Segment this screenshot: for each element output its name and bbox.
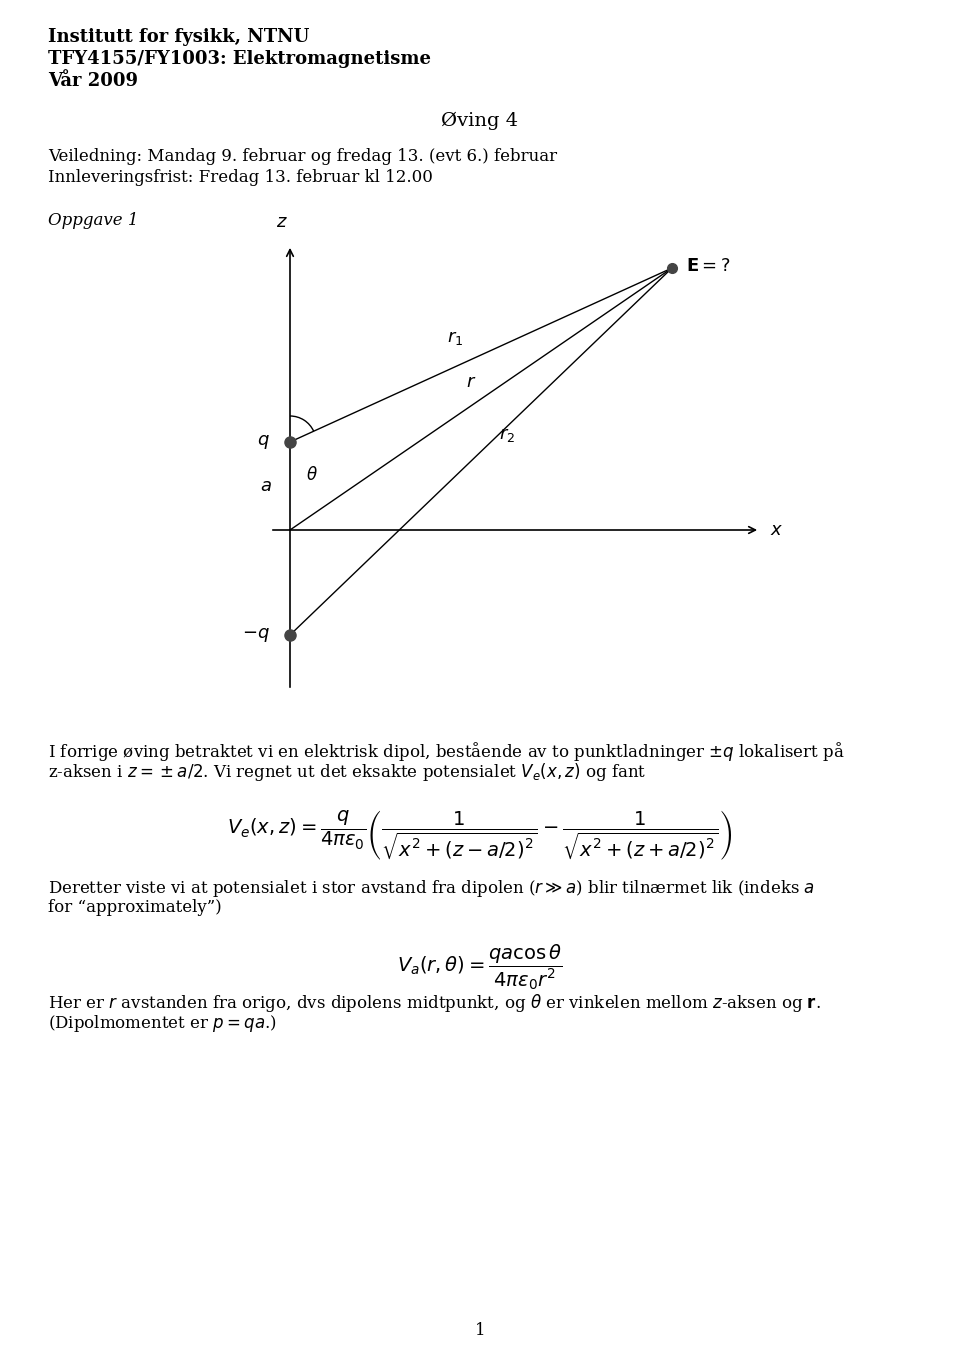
Text: $x$: $x$ [770,521,783,540]
Text: $a$: $a$ [260,478,272,495]
Text: z-aksen i $z = \pm a/2$. Vi regnet ut det eksakte potensialet $V_e(x, z)$ og fan: z-aksen i $z = \pm a/2$. Vi regnet ut de… [48,761,646,782]
Text: $-q$: $-q$ [242,626,270,643]
Text: TFY4155/FY1003: Elektromagnetisme: TFY4155/FY1003: Elektromagnetisme [48,50,431,67]
Text: $\theta$: $\theta$ [306,465,318,484]
Text: $\mathbf{E} = ?$: $\mathbf{E} = ?$ [686,258,731,275]
Text: Veiledning: Mandag 9. februar og fredag 13. (evt 6.) februar: Veiledning: Mandag 9. februar og fredag … [48,148,557,165]
Text: Institutt for fysikk, NTNU: Institutt for fysikk, NTNU [48,28,309,46]
Text: Her er $r$ avstanden fra origo, dvs dipolens midtpunkt, og $\theta$ er vinkelen : Her er $r$ avstanden fra origo, dvs dipo… [48,992,821,1014]
Text: $q$: $q$ [257,433,270,451]
Text: (Dipolmomentet er $p = qa$.): (Dipolmomentet er $p = qa$.) [48,1013,276,1033]
Text: $r$: $r$ [466,374,476,391]
Text: Øving 4: Øving 4 [442,112,518,131]
Text: Innleveringsfrist: Fredag 13. februar kl 12.00: Innleveringsfrist: Fredag 13. februar kl… [48,169,433,186]
Text: Vår 2009: Vår 2009 [48,71,138,90]
Text: 1: 1 [474,1322,486,1340]
Text: for “approximately”): for “approximately”) [48,898,222,916]
Text: Oppgave 1: Oppgave 1 [48,212,138,229]
Text: $V_a(r,\theta) = \dfrac{qa\cos\theta}{4\pi\varepsilon_0 r^2}$: $V_a(r,\theta) = \dfrac{qa\cos\theta}{4\… [397,942,563,992]
Text: I forrige øving betraktet vi en elektrisk dipol, bestående av to punktladninger : I forrige øving betraktet vi en elektris… [48,741,845,764]
Text: $r_2$: $r_2$ [499,425,516,444]
Text: Deretter viste vi at potensialet i stor avstand fra dipolen ($r \gg a$) blir til: Deretter viste vi at potensialet i stor … [48,878,815,898]
Text: $z$: $z$ [276,213,288,231]
Text: $V_e(x,z) = \dfrac{q}{4\pi\varepsilon_0} \left( \dfrac{1}{\sqrt{x^2 + (z-a/2)^2}: $V_e(x,z) = \dfrac{q}{4\pi\varepsilon_0}… [228,808,732,862]
Text: $r_1$: $r_1$ [446,329,463,347]
